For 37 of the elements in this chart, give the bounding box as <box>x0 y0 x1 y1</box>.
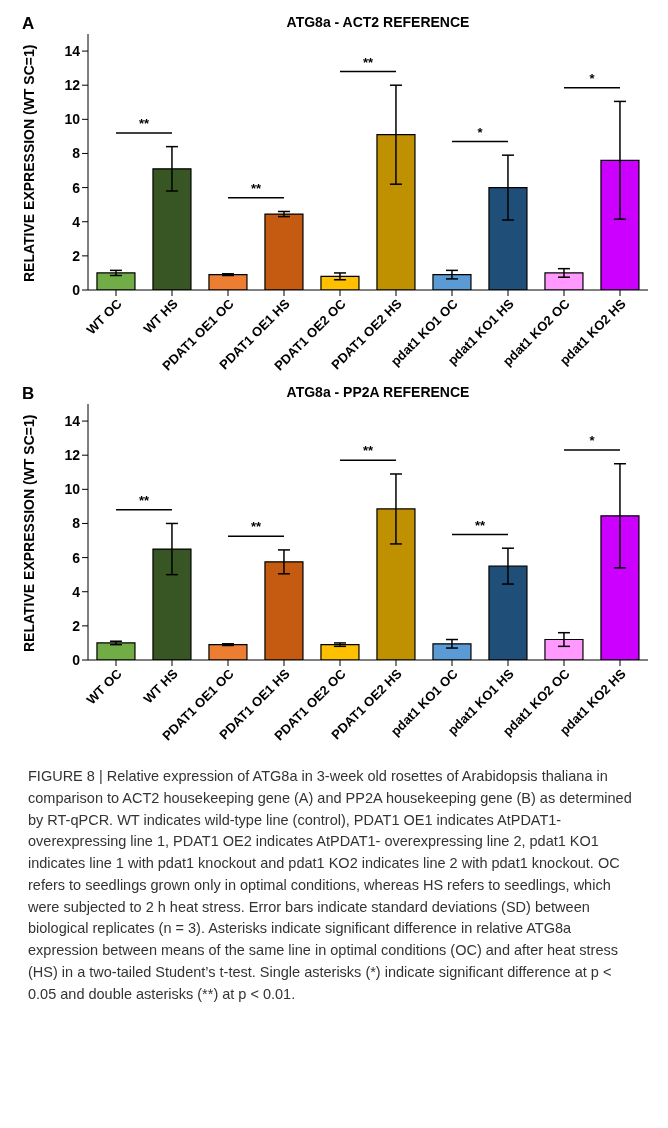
annotation: ** <box>362 54 374 70</box>
annotation: ** <box>250 519 262 535</box>
y-tick-label: 6 <box>72 549 81 566</box>
y-tick-label: 4 <box>72 213 81 230</box>
text: B <box>22 384 35 404</box>
y-tick-label: 0 <box>72 651 81 668</box>
y-tick-label: 2 <box>72 617 81 634</box>
annotation: ** <box>250 180 262 196</box>
y-tick-label: 10 <box>64 481 81 498</box>
x-tick-label: WT HS <box>140 665 181 707</box>
chart-title: ATG8a - ACT2 REFERENCE <box>285 14 471 30</box>
y-tick-label: 14 <box>64 413 81 430</box>
annotation: * <box>589 70 596 86</box>
chart-title: ATG8a - PP2A REFERENCE <box>285 384 471 400</box>
y-axis-title: RELATIVE EXPRESSION (WT SC=1) <box>20 44 37 282</box>
x-tick-label: WT OC <box>83 295 126 338</box>
y-tick-label: 6 <box>72 179 81 196</box>
text: A <box>22 14 35 34</box>
x-tick-label: WT OC <box>83 665 126 708</box>
annotation: ** <box>474 517 486 533</box>
annotation: * <box>589 433 596 449</box>
y-tick-label: 8 <box>72 145 81 162</box>
annotation: ** <box>138 492 150 508</box>
y-tick-label: 2 <box>72 247 81 264</box>
x-tick-label: WT HS <box>140 295 181 337</box>
y-tick-label: 4 <box>72 583 81 600</box>
text: FIGURE 8 | Relative expression of ATG8a in 3-week old rosettes of Arabidopsis thaliana in comparison to ACT2 housekeeping gene (A) and PP2A housekeeping gene (B) as determined by RT-qPCR. WT indicates wild-type line (control), PDAT1 OE1 indicates AtPDAT1- overexpressing line 1, PDAT1 OE2 indicates AtPDAT1- overexpressing line 2, pdat1 KO1 indicates line 1 with pdat1 knockout and pdat1 KO2 indicates line 2 with pdat1 knockout. OC refers to seedlings grown only in optimal conditions, whereas HS refers to seedlings, which were subjected to 2 h heat stress. Error bars indicate standard deviations (SD) between biological replicates (n = 3). Asterisks indicate significant difference in relative ATG8a expression between means of the same line in optimal conditions (OC) and after heat stress (HS) in a two-tailed Student’s t-test. Single asterisks (*) indicate significant difference at p < 0.05 and double asterisks (**) at p < 0.01. <box>28 768 632 1002</box>
annotation: ** <box>362 443 374 459</box>
y-tick-label: 8 <box>72 515 81 532</box>
y-tick-label: 10 <box>64 111 81 128</box>
y-tick-label: 0 <box>72 281 81 298</box>
annotation: ** <box>138 115 150 131</box>
annotation: * <box>477 124 484 140</box>
y-tick-label: 12 <box>64 77 81 94</box>
y-axis-title: RELATIVE EXPRESSION (WT SC=1) <box>20 414 37 652</box>
y-tick-label: 12 <box>64 447 81 464</box>
y-tick-label: 14 <box>64 43 81 60</box>
